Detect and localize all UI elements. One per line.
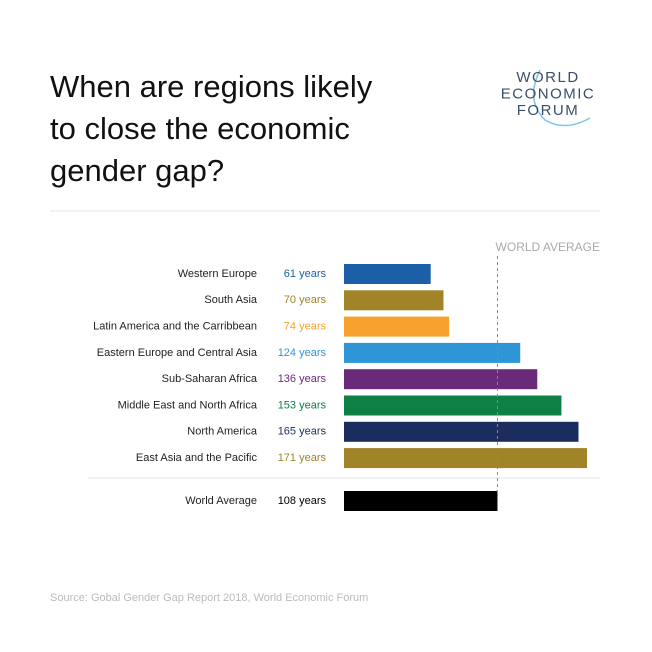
category-label: Eastern Europe and Central Asia <box>97 347 258 359</box>
bar <box>344 342 521 363</box>
logo-text: FORUM <box>517 102 580 119</box>
logo-swoosh <box>532 69 591 127</box>
logo-text: ECONOMIC <box>501 85 596 102</box>
value-label: 124 years <box>278 347 327 359</box>
value-label: 70 years <box>284 294 327 306</box>
chart-title: When are regions likely to close the eco… <box>50 69 373 188</box>
category-label: Latin America and the Carribbean <box>93 321 257 333</box>
bar <box>344 395 562 416</box>
value-label: 108 years <box>278 495 327 507</box>
logo-text: WORLD <box>516 69 579 86</box>
bar <box>344 421 579 442</box>
value-label: 171 years <box>278 452 327 464</box>
category-label: World Average <box>185 495 257 507</box>
category-label: Sub-Saharan Africa <box>162 373 258 385</box>
value-label: 61 years <box>284 268 327 280</box>
bar <box>344 369 538 390</box>
value-label: 74 years <box>284 321 327 333</box>
category-label: South Asia <box>204 294 257 306</box>
category-label: North America <box>187 426 258 438</box>
average-annotation: WORLD AVERAGE <box>496 240 600 254</box>
value-label: 165 years <box>278 426 327 438</box>
value-label: 153 years <box>278 399 327 411</box>
value-label: 136 years <box>278 373 327 385</box>
category-label: East Asia and the Pacific <box>136 452 258 464</box>
bar <box>344 316 450 337</box>
bar <box>344 264 431 284</box>
source: Source: Gobal Gender Gap Report 2018, Wo… <box>50 592 368 604</box>
bar <box>344 290 444 311</box>
bar <box>344 448 587 469</box>
bar <box>344 491 498 511</box>
category-label: Western Europe <box>178 268 257 280</box>
category-label: Middle East and North Africa <box>118 399 258 411</box>
